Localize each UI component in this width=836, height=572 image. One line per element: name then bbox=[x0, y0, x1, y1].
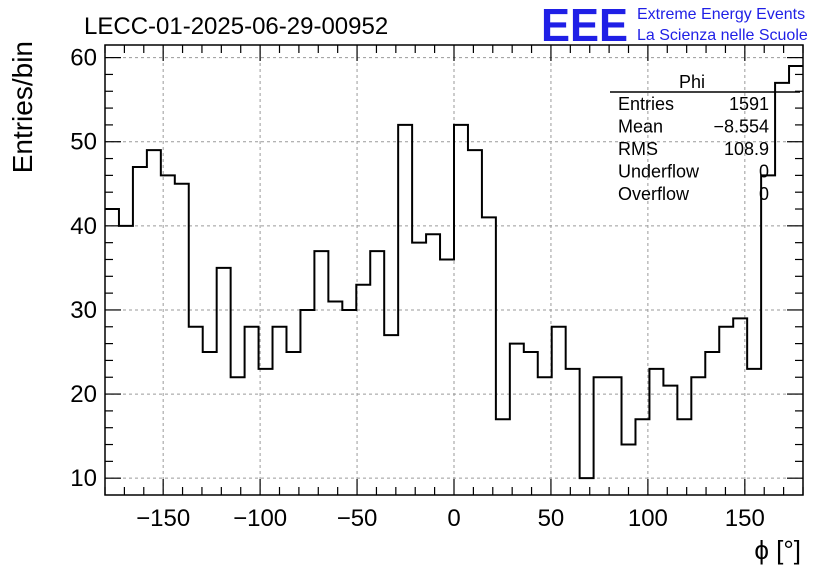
x-axis-label: ϕ [°] bbox=[754, 535, 801, 565]
x-tick-label: 50 bbox=[538, 505, 565, 532]
x-tick-label: −100 bbox=[233, 505, 287, 532]
stats-label: Underflow bbox=[618, 162, 700, 182]
y-axis-ticks: 10 20 30 40 50 60 bbox=[70, 45, 803, 492]
y-tick-label: 20 bbox=[70, 381, 97, 408]
stats-label: Overflow bbox=[618, 184, 690, 204]
y-tick-label: 60 bbox=[70, 45, 97, 72]
logo-letters: EEE bbox=[541, 0, 628, 51]
x-tick-label: −150 bbox=[136, 505, 190, 532]
x-tick-label: 100 bbox=[628, 505, 668, 532]
chart-title: LECC-01-2025-06-29-00952 bbox=[84, 13, 388, 40]
grid-lines bbox=[105, 45, 803, 495]
stats-title: Phi bbox=[679, 72, 705, 92]
eee-logo: EEE Extreme Energy Events La Scienza nel… bbox=[541, 0, 808, 51]
y-tick-label: 10 bbox=[70, 465, 97, 492]
y-tick-label: 30 bbox=[70, 297, 97, 324]
stats-label: Entries bbox=[618, 94, 674, 114]
y-tick-label: 50 bbox=[70, 129, 97, 156]
stats-box: Phi Entries 1591 Mean −8.554 RMS 108.9 Underfl… bbox=[610, 72, 800, 204]
x-tick-label: −50 bbox=[337, 505, 378, 532]
y-axis-label: Entries/bin bbox=[7, 41, 38, 173]
stats-label: RMS bbox=[618, 139, 658, 159]
stats-value: 0 bbox=[759, 162, 769, 182]
histogram-outline bbox=[105, 65, 803, 480]
stats-value: 0 bbox=[759, 184, 769, 204]
x-axis-ticks: −150 −100 −50 0 50 100 150 bbox=[104, 45, 804, 532]
logo-line-2: La Scienza nelle Scuole bbox=[637, 27, 808, 44]
stats-rows: Entries 1591 Mean −8.554 RMS 108.9 Underflow 0 O… bbox=[618, 94, 769, 204]
stats-value: 108.9 bbox=[724, 139, 769, 159]
logo-line-1: Extreme Energy Events bbox=[637, 6, 805, 23]
stats-value: −8.554 bbox=[713, 117, 769, 137]
y-tick-label: 40 bbox=[70, 213, 97, 240]
x-tick-label: 0 bbox=[447, 505, 460, 532]
stats-label: Mean bbox=[618, 117, 663, 137]
x-tick-label: 150 bbox=[725, 505, 765, 532]
stats-value: 1591 bbox=[729, 94, 769, 114]
